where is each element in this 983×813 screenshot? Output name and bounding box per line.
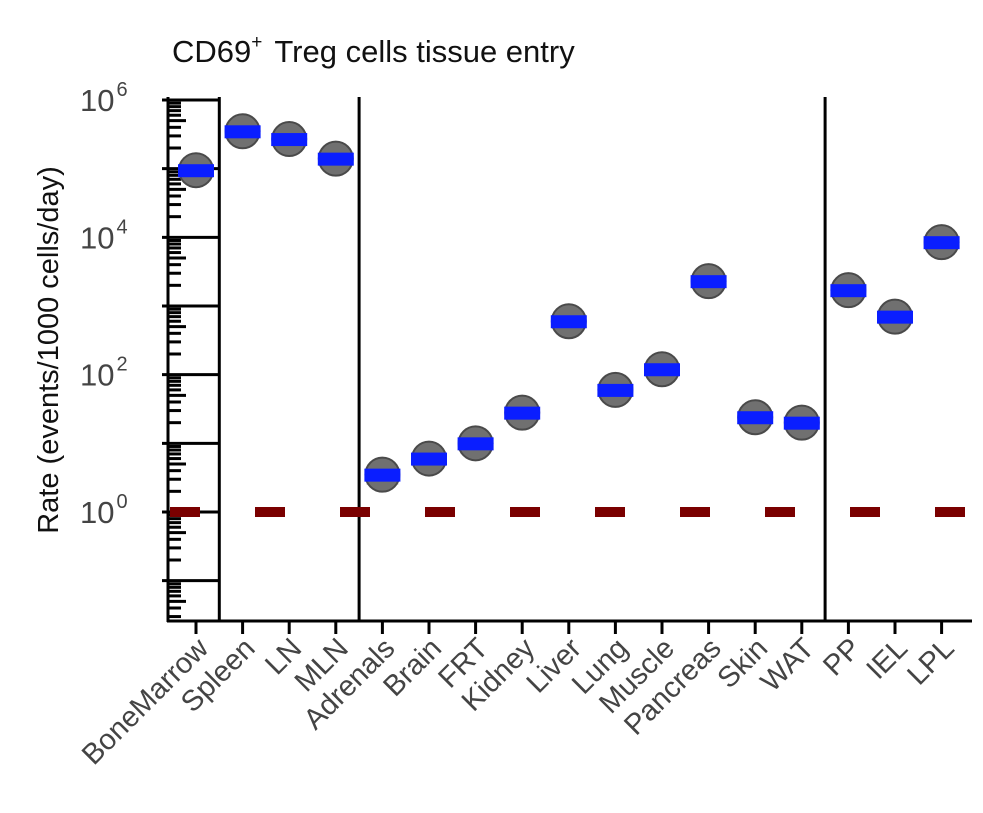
x-tick-label: WAT (755, 632, 821, 698)
estimate-bar (783, 416, 820, 430)
data-marks (178, 113, 960, 493)
estimate-bar (644, 363, 680, 377)
x-tick-label: IEL (861, 632, 914, 685)
estimate-bar (457, 437, 494, 451)
estimate-bar (504, 406, 541, 420)
estimate-bar (317, 152, 354, 166)
estimate-bar (877, 310, 913, 324)
x-tick-label: PP (817, 632, 867, 682)
estimate-bar (224, 125, 261, 139)
estimate-bar (364, 468, 401, 482)
y-tick-label: 10 6 (80, 79, 128, 118)
x-tick-label: LPL (901, 632, 960, 691)
svg-text:CD69+Treg cells tissue entry: CD69+ Treg cells tissue entry (172, 32, 575, 69)
group-separators (217, 97, 827, 621)
title-superscript: + (251, 32, 262, 53)
y-minor-ticks (168, 101, 186, 619)
estimate-bar (178, 164, 214, 178)
y-tick-label: 10 0 (80, 491, 128, 530)
estimate-bar (271, 133, 308, 147)
y-axis-label: Rate (events/1000 cells/day) (33, 166, 65, 534)
estimate-bar (411, 452, 447, 466)
title-prefix: CD69 (172, 34, 251, 69)
estimate-bar (830, 284, 867, 298)
y-tick-label: 10 4 (80, 216, 128, 255)
estimate-bar (923, 236, 960, 250)
estimate-bar (597, 383, 634, 397)
title-main: Treg cells tissue entry (274, 34, 575, 69)
x-tick-labels: BoneMarrowSpleenLNMLNAdrenalsBrainFRTKid… (76, 632, 960, 772)
chart-title: CD69+ Treg cells tissue entry (172, 32, 575, 69)
estimate-bar (550, 315, 587, 329)
estimate-bar (690, 275, 727, 289)
x-ticks (194, 621, 944, 634)
y-tick-label: 10 2 (80, 354, 128, 393)
estimate-bar (737, 411, 774, 425)
